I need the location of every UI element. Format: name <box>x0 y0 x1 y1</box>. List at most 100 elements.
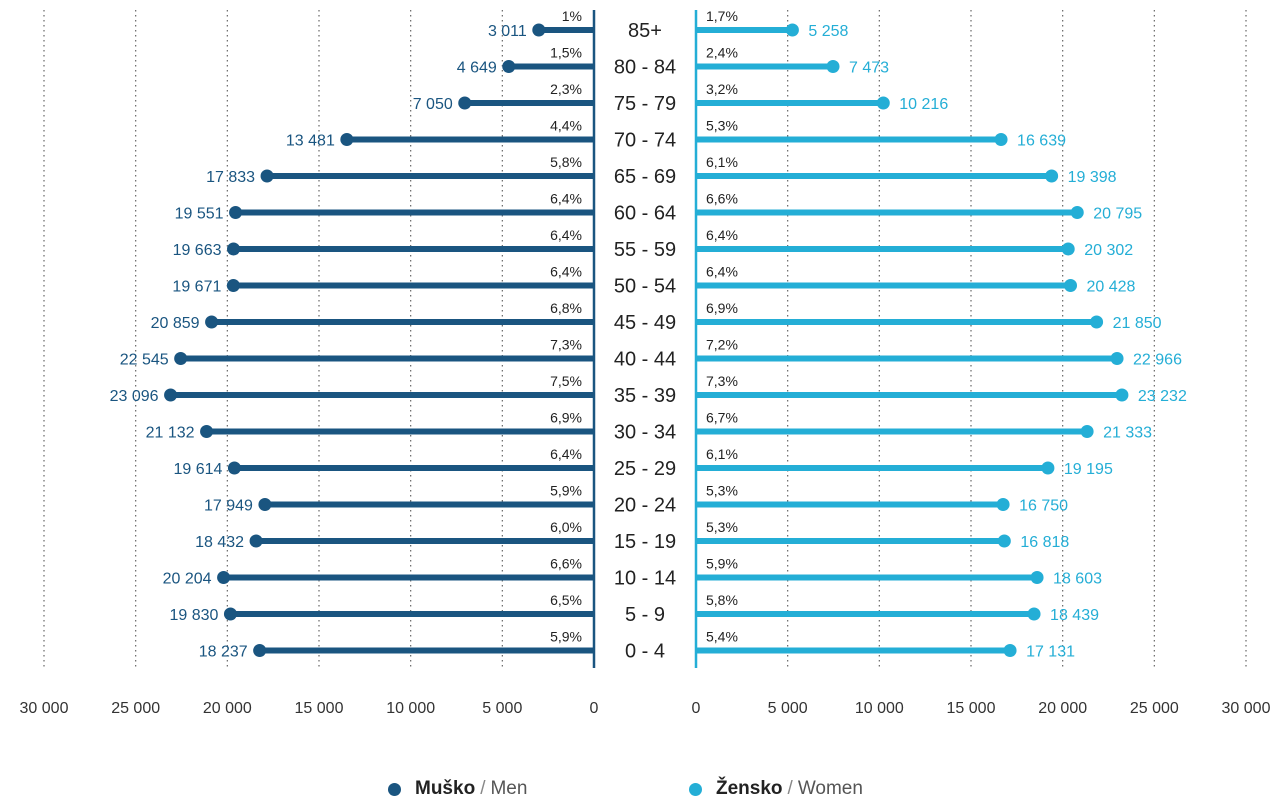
age-group-label: 40 - 44 <box>614 349 676 371</box>
women-value-label: 19 398 <box>1068 169 1117 186</box>
women-percent-label: 2,4% <box>706 45 738 61</box>
x-tick-label-right: 5 000 <box>768 700 808 717</box>
men-dot <box>253 644 267 657</box>
women-bar <box>696 136 1002 143</box>
women-percent-label: 7,3% <box>706 373 738 389</box>
men-bar <box>508 63 594 70</box>
age-group-label: 5 - 9 <box>625 604 665 626</box>
legend: Muško / Men Žensko / Women <box>0 778 1281 802</box>
women-percent-label: 5,3% <box>706 118 738 134</box>
women-value-label: 20 428 <box>1087 279 1136 296</box>
population-pyramid-chart: 0 0 5 000 5 000 10 000 10 000 15 000 15 000 20 0… <box>20 8 1271 717</box>
women-bar <box>696 428 1088 435</box>
x-tick-label-right: 30 000 <box>1222 700 1271 717</box>
x-tick-label-left: 20 000 <box>203 700 252 717</box>
men-value-label: 7 050 <box>413 96 453 113</box>
men-dot <box>532 23 546 37</box>
women-bar <box>696 100 884 106</box>
legend-dot-women-icon <box>689 782 702 796</box>
men-value-label: 21 132 <box>146 425 195 442</box>
men-value-label: 23 096 <box>110 388 159 405</box>
women-bar <box>696 173 1052 179</box>
age-group-label: 35 - 39 <box>614 385 676 407</box>
x-tick-label-left: 5 000 <box>482 700 522 717</box>
women-dot <box>1003 644 1017 657</box>
women-dot <box>1027 607 1041 621</box>
men-dot <box>227 461 241 475</box>
x-tick-label-left: 10 000 <box>386 700 435 717</box>
x-tick-label-right: 10 000 <box>855 700 904 717</box>
men-bar <box>234 465 594 471</box>
men-bar <box>538 27 594 33</box>
women-value-label: 20 302 <box>1084 242 1133 259</box>
men-value-label: 19 830 <box>170 607 219 624</box>
women-value-label: 16 818 <box>1020 534 1069 551</box>
x-tick-label-right: 25 000 <box>1130 700 1179 717</box>
legend-dot-men-icon <box>388 782 401 796</box>
legend-separator: / <box>787 778 793 799</box>
women-value-label: 19 195 <box>1064 461 1113 478</box>
women-percent-label: 6,1% <box>706 446 738 462</box>
men-dot <box>258 498 272 511</box>
men-dot <box>249 534 263 548</box>
x-tick-label-right: 0 <box>692 700 701 717</box>
men-value-label: 18 237 <box>199 644 248 661</box>
men-dot <box>200 425 214 438</box>
men-bar <box>346 136 594 143</box>
women-value-label: 21 333 <box>1103 425 1152 442</box>
men-percent-label: 6,6% <box>550 556 582 572</box>
women-bar <box>696 246 1069 252</box>
women-bar <box>696 538 1005 544</box>
age-group-label: 85+ <box>628 20 662 42</box>
women-percent-label: 5,3% <box>706 483 738 499</box>
women-percent-label: 5,3% <box>706 519 738 535</box>
women-bar <box>696 282 1071 289</box>
women-bar <box>696 574 1038 581</box>
women-bar <box>696 392 1122 398</box>
women-percent-label: 6,1% <box>706 154 738 170</box>
men-percent-label: 1,5% <box>550 45 582 61</box>
women-dot <box>1045 169 1059 183</box>
women-percent-label: 7,2% <box>706 337 738 353</box>
women-percent-label: 6,6% <box>706 191 738 207</box>
men-bar <box>259 647 594 654</box>
legend-women-english: Women <box>797 778 863 799</box>
x-tick-label-right: 20 000 <box>1038 700 1087 717</box>
women-dot <box>1041 461 1055 475</box>
women-value-label: 21 850 <box>1113 315 1162 332</box>
men-value-label: 17 833 <box>206 169 255 186</box>
men-value-label: 19 663 <box>173 242 222 259</box>
men-bar <box>235 209 594 216</box>
men-value-label: 19 551 <box>175 206 224 223</box>
men-percent-label: 6,4% <box>550 227 582 243</box>
women-dot <box>996 498 1010 511</box>
women-value-label: 22 966 <box>1133 352 1182 369</box>
women-value-label: 16 750 <box>1019 498 1068 515</box>
women-value-label: 17 131 <box>1026 644 1075 661</box>
men-percent-label: 5,8% <box>550 154 582 170</box>
women-bar <box>696 611 1035 617</box>
men-percent-label: 6,4% <box>550 264 582 280</box>
women-dot <box>1115 388 1129 402</box>
men-dot <box>223 607 237 621</box>
women-percent-label: 5,8% <box>706 592 738 608</box>
women-percent-label: 3,2% <box>706 81 738 97</box>
women-percent-label: 6,7% <box>706 410 738 426</box>
women-dot <box>785 23 799 37</box>
age-group-label: 65 - 69 <box>614 166 676 188</box>
men-percent-label: 5,9% <box>550 483 582 499</box>
men-value-label: 13 481 <box>286 133 335 150</box>
women-bar <box>696 465 1048 471</box>
women-value-label: 18 439 <box>1050 607 1099 624</box>
men-value-label: 20 859 <box>151 315 200 332</box>
women-dot <box>1090 315 1104 329</box>
women-bar <box>696 501 1004 508</box>
women-dot <box>1061 242 1075 256</box>
x-tick-label-left: 0 <box>590 700 599 717</box>
men-value-label: 4 649 <box>457 60 497 77</box>
men-bar <box>256 538 594 544</box>
age-group-label: 15 - 19 <box>614 531 676 553</box>
women-bar <box>696 647 1011 654</box>
men-value-label: 3 011 <box>488 23 527 40</box>
women-percent-label: 6,4% <box>706 227 738 243</box>
